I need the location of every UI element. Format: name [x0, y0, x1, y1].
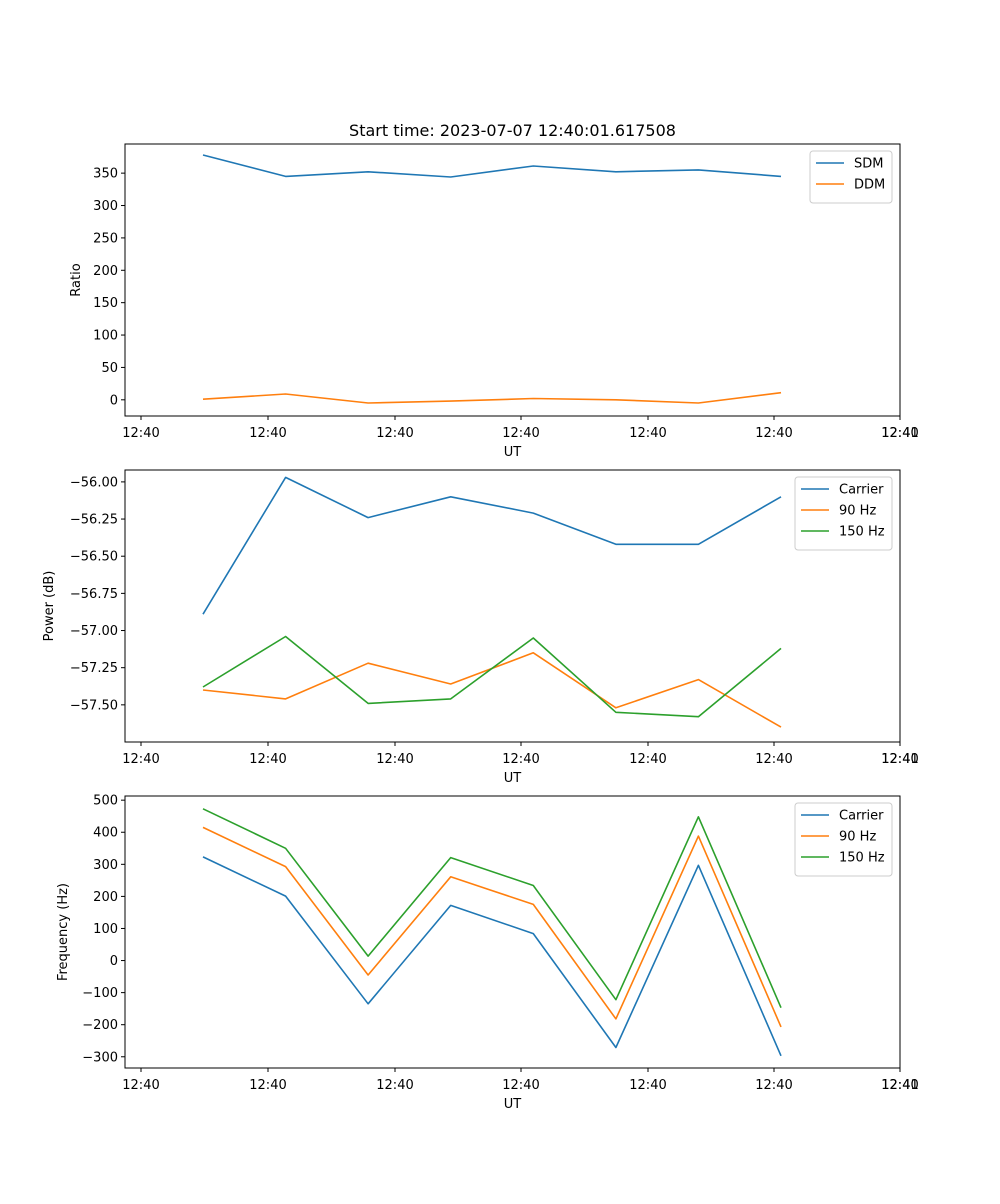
y-tick-label: −57.50: [70, 698, 118, 713]
legend-entry: Carrier: [839, 809, 884, 824]
x-tick-label: 12:41: [881, 752, 918, 767]
panel-3: 12:40 12:40 12:40 12:40 12:40 12:40 12:4012:41…: [56, 794, 919, 1112]
y-tick-label: −200: [82, 1018, 118, 1033]
legend-entry: Carrier: [839, 483, 884, 498]
x-axis-label: UT: [504, 445, 522, 460]
x-tick-label: 12:41: [881, 426, 918, 441]
y-tick-label: −57.25: [70, 661, 118, 676]
x-tick-label: 12:40: [629, 426, 666, 441]
y-tick-label: 200: [93, 264, 118, 279]
legend-entry: 90 Hz: [839, 504, 876, 519]
y-tick-label: 300: [93, 858, 118, 873]
x-tick-label: 12:40: [755, 1078, 792, 1093]
x-tick-label: 12:40: [502, 1078, 539, 1093]
chart-title: Start time: 2023-07-07 12:40:01.617508: [349, 121, 676, 140]
y-tick-label: −56.75: [70, 587, 118, 602]
x-tick-label: 12:40: [122, 426, 159, 441]
y-tick-label: 0: [110, 393, 118, 408]
legend-entry: 90 Hz: [839, 830, 876, 845]
panel-2: 12:40 12:40 12:40 12:40 12:40 12:40 12:4012:41…: [42, 469, 919, 786]
x-tick-label: 12:40: [249, 1078, 286, 1093]
y-tick-label: 150: [93, 296, 118, 311]
x-tick-label: 12:40: [755, 426, 792, 441]
y-tick-label: 100: [93, 329, 118, 344]
x-tick-label: 12:40: [249, 752, 286, 767]
y-tick-label: 500: [93, 794, 118, 809]
x-tick-label: 12:40: [249, 426, 286, 441]
y-tick-label: 50: [101, 361, 118, 376]
x-tick-label: 12:40: [502, 426, 539, 441]
y-tick-label: −56.50: [70, 550, 118, 565]
x-tick-label: 12:40: [122, 752, 159, 767]
y-tick-label: 250: [93, 231, 118, 246]
legend-entry: 150 Hz: [839, 525, 885, 540]
series-line-150-hz: [202, 808, 782, 1009]
axes-frame: [124, 795, 901, 1069]
series-line-carrier: [202, 856, 782, 1057]
x-tick-label: 12:40: [629, 752, 666, 767]
y-tick-label: −56.25: [70, 513, 118, 528]
y-tick-label: 0: [110, 954, 118, 969]
y-axis-label: Ratio: [69, 263, 84, 296]
axes-frame: [124, 143, 901, 417]
x-tick-label: 12:40: [122, 1078, 159, 1093]
x-tick-label: 12:40: [755, 752, 792, 767]
legend: SDM DDM: [809, 150, 893, 204]
y-tick-label: 400: [93, 826, 118, 841]
legend-entry: SDM: [854, 157, 883, 172]
series-line-sdm: [202, 154, 782, 178]
x-tick-label: 12:40: [376, 752, 413, 767]
y-tick-label: −100: [82, 986, 118, 1001]
y-tick-label: 350: [93, 167, 118, 182]
x-tick-label: 12:40: [376, 426, 413, 441]
y-axis-label: Frequency (Hz): [56, 883, 71, 981]
x-tick-label: 12:40: [502, 752, 539, 767]
x-axis-label: UT: [504, 771, 522, 786]
series-line-150-hz: [202, 635, 782, 718]
series-line-carrier: [202, 476, 782, 615]
y-tick-label: 100: [93, 922, 118, 937]
x-tick-label: 12:40: [881, 752, 918, 767]
legend-box: [809, 150, 893, 204]
series-line-90-hz: [202, 826, 782, 1028]
legend-entry: 150 Hz: [839, 851, 885, 866]
x-tick-label: 12:40: [881, 426, 918, 441]
y-tick-label: 200: [93, 890, 118, 905]
y-tick-label: 300: [93, 199, 118, 214]
y-tick-label: −56.00: [70, 475, 118, 490]
y-tick-label: −300: [82, 1050, 118, 1065]
series-line-ddm: [202, 391, 782, 404]
x-tick-label: 12:40: [376, 1078, 413, 1093]
x-tick-label: 12:40: [629, 1078, 666, 1093]
y-axis-label: Power (dB): [42, 571, 57, 642]
legend-entry: DDM: [854, 178, 885, 193]
panel-1: 12:40 12:40 12:40 12:40 12:40 12:40 12:4012:41…: [69, 143, 919, 460]
legend: Carrier 90 Hz 150 Hz: [794, 476, 893, 551]
x-tick-label: 12:41: [881, 1078, 918, 1093]
x-tick-label: 12:40: [881, 1078, 918, 1093]
y-tick-label: −57.00: [70, 624, 118, 639]
axes-frame: [124, 469, 901, 743]
x-axis-label: UT: [504, 1097, 522, 1112]
legend: Carrier 90 Hz 150 Hz: [794, 802, 893, 877]
